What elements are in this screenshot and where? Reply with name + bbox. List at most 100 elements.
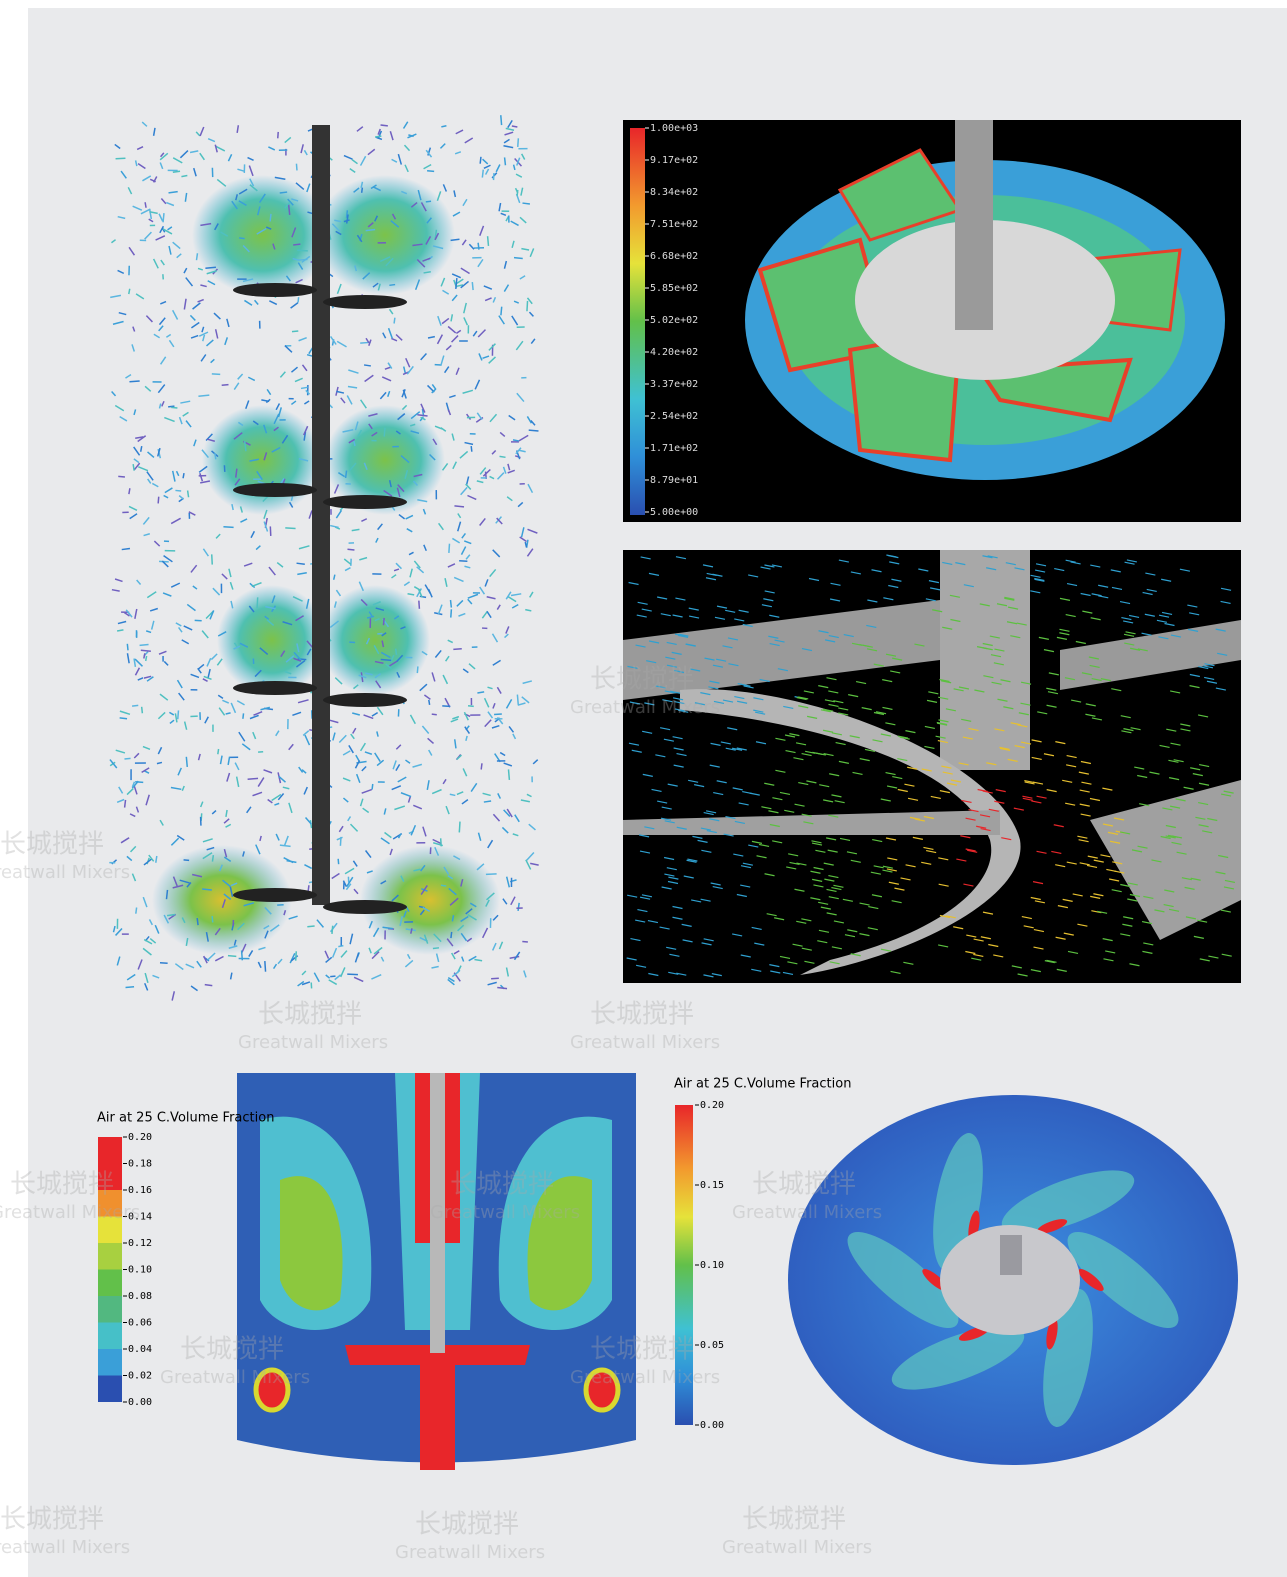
flow-vector	[197, 753, 201, 761]
flow-vector	[971, 957, 982, 961]
flow-vector	[172, 884, 184, 889]
flow-vector	[476, 480, 484, 484]
colorbar-label: 0.15	[700, 1180, 724, 1191]
flow-vector	[344, 867, 355, 875]
flow-vector	[1098, 595, 1109, 599]
flow-vector	[181, 785, 185, 792]
flow-vector	[1077, 923, 1088, 927]
colorbar-title: Air at 25 C.Volume Fraction	[674, 1077, 851, 1092]
flow-vector	[1184, 886, 1195, 890]
flow-vector	[498, 315, 505, 325]
flow-vector	[129, 813, 136, 818]
flow-vector	[250, 530, 256, 539]
flow-vector	[504, 131, 514, 136]
flow-vector	[452, 211, 461, 217]
flow-vector	[147, 478, 152, 484]
flow-vector	[181, 917, 186, 924]
flow-vector	[447, 978, 455, 986]
flow-vector	[1143, 942, 1154, 946]
flow-vector	[510, 896, 516, 906]
flow-vector	[1105, 950, 1116, 954]
flow-vector	[442, 705, 451, 708]
flow-vector	[291, 227, 297, 238]
flow-vector	[248, 605, 255, 613]
flow-vector	[1189, 673, 1200, 678]
flow-vector	[506, 808, 513, 818]
flow-vector	[383, 427, 386, 437]
flow-vector	[136, 146, 144, 151]
flow-vector	[1081, 781, 1092, 785]
flow-vector	[375, 135, 382, 138]
flow-vector	[398, 513, 406, 520]
flow-vector	[201, 630, 209, 639]
flow-vector	[427, 170, 435, 173]
flow-vector	[801, 813, 812, 817]
flow-vector	[135, 907, 138, 914]
flow-vector	[979, 814, 991, 818]
flow-vector	[329, 335, 337, 345]
flow-vector	[527, 483, 534, 494]
flow-vector	[962, 736, 973, 740]
flow-vector	[115, 157, 126, 160]
flow-vector	[399, 916, 403, 927]
flow-vector	[231, 200, 238, 210]
flow-vector	[1176, 851, 1187, 855]
flow-vector	[205, 433, 213, 442]
flow-vector	[456, 278, 464, 284]
flow-vector	[170, 786, 182, 791]
flow-vector	[344, 566, 351, 572]
flow-vector	[1016, 622, 1027, 626]
flow-vector	[522, 680, 533, 685]
flow-vector	[1125, 631, 1136, 635]
flow-vector	[253, 710, 263, 716]
flow-vector	[230, 600, 234, 609]
flow-vector	[125, 609, 133, 618]
watermark-en: Greatwall Mixers	[570, 1367, 720, 1388]
flow-vector	[512, 164, 516, 171]
flow-vector	[470, 445, 473, 452]
flow-vector	[921, 861, 932, 865]
flow-vector	[221, 383, 229, 387]
flow-vector	[349, 168, 356, 173]
flow-vector	[528, 311, 534, 317]
flow-vector	[358, 581, 364, 592]
flow-vector	[252, 791, 263, 797]
flow-vector	[229, 886, 234, 897]
flow-vector	[410, 423, 416, 427]
flow-vector	[374, 618, 380, 622]
flow-vector	[340, 967, 346, 978]
flow-vector	[452, 537, 461, 544]
flow-vector	[824, 878, 835, 882]
flow-vector	[199, 152, 205, 161]
flow-vector	[410, 201, 418, 208]
flow-vector	[417, 189, 422, 201]
flow-vector	[483, 697, 490, 708]
flow-vector	[932, 609, 943, 613]
watermark-cn: 长城搅拌	[415, 1510, 519, 1540]
flow-vector	[171, 991, 176, 1001]
flow-vector	[347, 385, 358, 389]
flow-vector	[510, 593, 522, 597]
flow-vector	[742, 623, 753, 628]
flow-vector	[1100, 854, 1111, 858]
flow-vector	[1051, 850, 1062, 855]
flow-vector	[1046, 704, 1057, 708]
flow-vector	[956, 858, 967, 862]
flow-vector	[513, 951, 521, 961]
flow-vector	[284, 670, 292, 675]
flow-vector	[343, 558, 352, 565]
flow-vector	[966, 934, 977, 938]
flow-vector	[742, 791, 753, 795]
flow-vector	[710, 742, 721, 746]
colorbar: 0.200.180.160.140.120.100.080.060.040.02…	[98, 1132, 152, 1408]
flow-vector	[1033, 928, 1045, 933]
flow-vector	[664, 873, 675, 877]
flow-vector	[1206, 680, 1218, 684]
flow-vector	[1031, 739, 1042, 743]
flow-vector	[1079, 803, 1090, 807]
colorbar-label: 0.20	[700, 1100, 724, 1111]
flow-vector	[755, 711, 766, 715]
flow-vector	[1102, 938, 1113, 942]
flow-vector	[939, 678, 950, 683]
flow-vector	[644, 702, 655, 706]
